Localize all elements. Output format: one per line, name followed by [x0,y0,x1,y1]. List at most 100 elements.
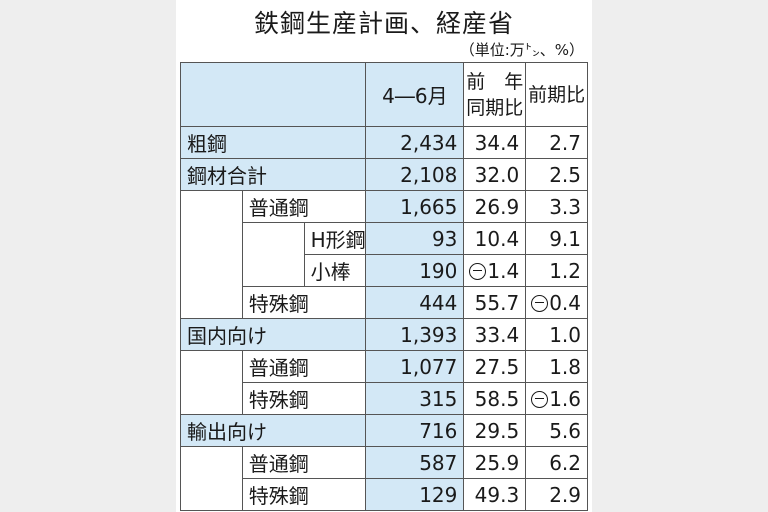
table-row: 特殊鋼 129 49.3 2.9 [181,478,588,511]
row-label: 普通鋼 [241,190,367,223]
row-label: 輸出向け [179,414,367,447]
indent-cell [180,350,243,415]
row-label: 国内向け [179,318,367,351]
row-qoq-value: 3.3 [549,194,581,219]
row-yoy: 32.0 [463,158,527,191]
row-yoy-value: 49.3 [474,482,520,507]
row-label: 普通鋼 [241,350,367,383]
indent-cell [180,446,243,511]
row-value: 2,108 [365,158,465,191]
table-row: 特殊鋼 315 58.5 1.6 [181,382,588,415]
row-qoq-value: 2.7 [549,130,581,155]
row-label: 鋼材合計 [179,158,367,191]
row-yoy-value: 27.5 [474,354,520,379]
row-qoq: 6.2 [525,446,588,479]
unit-note: （単位:万㌧、%） [459,41,584,59]
header-corner-cell [179,62,367,127]
row-yoy: 55.7 [463,286,527,319]
row-label: 小棒 [303,254,367,287]
row-yoy-value: 25.9 [474,450,520,475]
row-value: 2,434 [365,126,465,159]
row-yoy-value: 1.4 [487,258,520,283]
row-value: 1,393 [365,318,465,351]
row-qoq-value: 9.1 [549,226,581,251]
page-title: 鉄鋼生産計画、経産省 [253,9,514,38]
row-value: 716 [365,414,465,447]
indent-cell [180,190,243,319]
row-yoy-value: 34.4 [474,130,520,155]
row-yoy-value: 26.9 [474,194,520,219]
row-qoq: 5.6 [525,414,588,447]
steel-production-table: 4―6月 前 年 同期比 前期比 粗鋼 2,434 34.4 2.7 鋼材合計 … [179,62,588,511]
row-qoq: 0.4 [525,286,588,319]
row-label: 特殊鋼 [241,478,367,511]
row-value: 444 [365,286,465,319]
row-qoq-value: 5.6 [549,418,581,443]
row-qoq-value: 6.2 [549,450,581,475]
table-row: 普通鋼 587 25.9 6.2 [180,446,588,511]
minus-circle-icon [531,390,549,408]
row-yoy: 1.4 [463,254,527,287]
header-period: 4―6月 [365,62,465,127]
header-row: 4―6月 前 年 同期比 前期比 [179,62,588,127]
row-yoy: 34.4 [463,126,527,159]
row-value: 129 [365,478,465,511]
row-qoq: 1.2 [525,254,588,287]
row-yoy-value: 33.4 [474,322,520,347]
row-yoy-value: 32.0 [474,162,520,187]
row-yoy: 25.9 [463,446,527,479]
row-qoq: 1.0 [525,318,588,351]
row-yoy: 27.5 [463,350,527,383]
row-value: 587 [365,446,465,479]
row-label: 粗鋼 [179,126,367,159]
row-qoq-value: 1.8 [549,354,581,379]
row-yoy-value: 10.4 [474,226,520,251]
row-qoq-value: 1.2 [549,258,581,283]
row-qoq: 2.9 [525,478,588,511]
row-yoy: 10.4 [463,222,527,255]
table-row: 国内向け 1,393 33.4 1.0 [179,318,588,351]
header-yoy: 前 年 同期比 [463,62,527,127]
row-qoq-value: 2.9 [549,482,581,507]
minus-circle-icon [531,294,549,312]
row-qoq: 2.7 [525,126,588,159]
row-qoq: 2.5 [525,158,588,191]
table-row: 粗鋼 2,434 34.4 2.7 [179,126,588,159]
row-yoy: 58.5 [463,382,527,415]
row-qoq-value: 0.4 [549,290,581,315]
table-row: H形鋼 93 10.4 9.1 [181,222,588,287]
row-yoy: 49.3 [463,478,527,511]
document-sheet: 鉄鋼生産計画、経産省 （単位:万㌧、%） 4―6月 前 年 同期比 前期比 粗鋼… [176,0,592,512]
table-row: 特殊鋼 444 55.7 0.4 [181,286,588,319]
table-row: 普通鋼 1,077 27.5 1.8 [180,350,588,415]
row-yoy-value: 55.7 [474,290,520,315]
row-qoq: 3.3 [525,190,588,223]
header-qoq: 前期比 [525,62,588,127]
row-value: 1,077 [365,350,465,383]
minus-circle-icon [469,262,487,280]
row-label: 特殊鋼 [241,286,367,319]
row-yoy: 26.9 [463,190,527,223]
table-row: 普通鋼 1,665 26.9 3.3 [180,190,588,319]
row-yoy: 33.4 [463,318,527,351]
table-row: 輸出向け 716 29.5 5.6 [179,414,588,447]
row-value: 315 [365,382,465,415]
header-yoy-line1: 前 年 [466,70,524,93]
row-qoq: 1.6 [525,382,588,415]
row-yoy: 29.5 [463,414,527,447]
row-yoy-value: 29.5 [474,418,520,443]
row-qoq: 1.8 [525,350,588,383]
row-qoq: 9.1 [525,222,588,255]
indent-cell [241,222,305,287]
row-label: 普通鋼 [241,446,367,479]
row-label: H形鋼 [303,222,367,255]
row-value: 190 [365,254,465,287]
row-qoq-value: 1.6 [549,386,581,411]
row-value: 93 [365,222,465,255]
row-qoq-value: 1.0 [549,322,581,347]
row-qoq-value: 2.5 [549,162,581,187]
header-yoy-line2: 同期比 [466,96,524,119]
row-label: 特殊鋼 [241,382,367,415]
row-yoy-value: 58.5 [474,386,520,411]
table-row: 鋼材合計 2,108 32.0 2.5 [179,158,588,191]
